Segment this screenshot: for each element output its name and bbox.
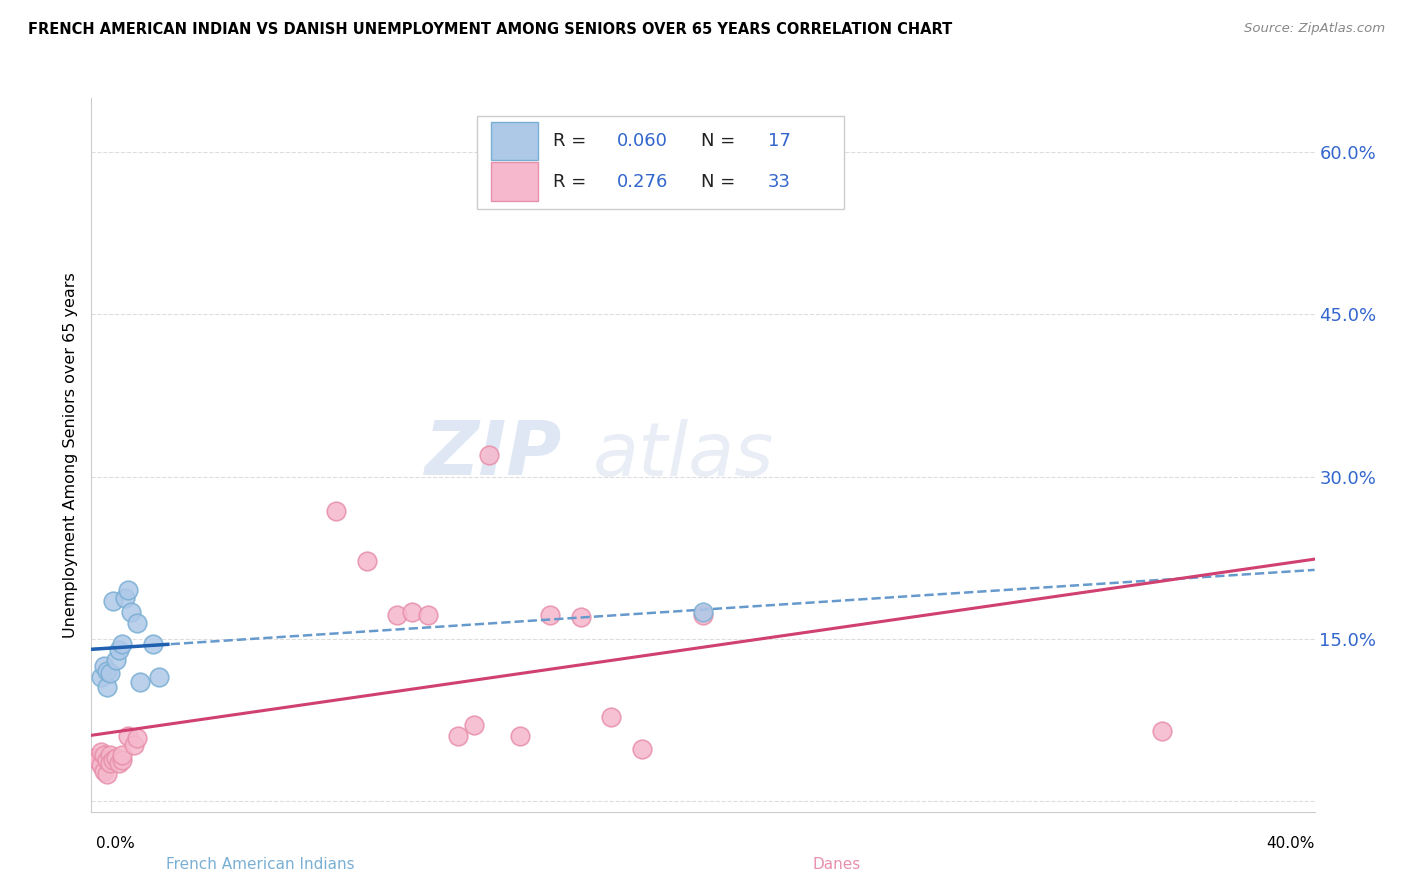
Point: [98, 748, 121, 763]
Point: [96, 767, 118, 781]
Point: [463, 718, 485, 732]
Point: [631, 742, 654, 756]
Point: [447, 729, 470, 743]
Text: 0.0%: 0.0%: [96, 836, 135, 851]
Point: [93, 764, 115, 778]
Y-axis label: Unemployment Among Seniors over 65 years: Unemployment Among Seniors over 65 years: [62, 272, 77, 638]
Point: [104, 750, 127, 764]
Text: R =: R =: [553, 132, 592, 150]
Point: [96, 664, 118, 678]
Text: atlas: atlas: [593, 419, 775, 491]
FancyBboxPatch shape: [477, 116, 844, 209]
Point: [101, 594, 124, 608]
Bar: [491, 121, 538, 161]
Point: [569, 610, 592, 624]
Text: 0.060: 0.060: [617, 132, 668, 150]
Point: [114, 591, 136, 605]
Point: [478, 448, 501, 462]
Text: 17: 17: [768, 132, 790, 150]
Point: [111, 637, 134, 651]
Text: 33: 33: [768, 173, 790, 191]
Point: [98, 666, 121, 681]
Point: [416, 607, 439, 622]
Text: N =: N =: [700, 173, 741, 191]
Point: [117, 583, 139, 598]
Text: R =: R =: [553, 173, 592, 191]
Point: [83, 750, 105, 764]
Point: [509, 729, 531, 743]
Text: Source: ZipAtlas.com: Source: ZipAtlas.com: [1244, 22, 1385, 36]
Point: [96, 753, 118, 767]
Point: [117, 729, 139, 743]
Point: [692, 605, 714, 619]
Point: [148, 669, 170, 683]
Point: [127, 615, 149, 630]
Text: N =: N =: [700, 132, 741, 150]
Point: [127, 731, 149, 746]
Point: [108, 642, 131, 657]
Text: French American Indians: French American Indians: [166, 857, 354, 872]
Point: [1150, 723, 1173, 738]
Text: 40.0%: 40.0%: [1267, 836, 1315, 851]
Point: [111, 753, 134, 767]
Point: [385, 607, 409, 622]
Point: [108, 756, 131, 770]
Point: [692, 607, 714, 622]
Point: [129, 675, 152, 690]
Point: [538, 607, 561, 622]
Point: [86, 753, 108, 767]
Point: [120, 605, 142, 619]
Point: [600, 709, 623, 723]
Point: [98, 756, 121, 770]
Point: [356, 554, 378, 568]
Text: Danes: Danes: [813, 857, 860, 872]
Text: ZIP: ZIP: [425, 418, 562, 491]
Point: [401, 605, 423, 619]
Point: [141, 637, 163, 651]
Point: [90, 745, 112, 759]
Text: 0.276: 0.276: [617, 173, 669, 191]
Point: [122, 738, 145, 752]
Point: [111, 748, 134, 763]
Bar: [491, 162, 538, 201]
Point: [101, 753, 124, 767]
Text: FRENCH AMERICAN INDIAN VS DANISH UNEMPLOYMENT AMONG SENIORS OVER 65 YEARS CORREL: FRENCH AMERICAN INDIAN VS DANISH UNEMPLO…: [28, 22, 952, 37]
Point: [93, 748, 115, 763]
Point: [93, 658, 115, 673]
Point: [90, 669, 112, 683]
Point: [96, 681, 118, 695]
Point: [90, 758, 112, 772]
Point: [104, 653, 127, 667]
Point: [325, 504, 347, 518]
